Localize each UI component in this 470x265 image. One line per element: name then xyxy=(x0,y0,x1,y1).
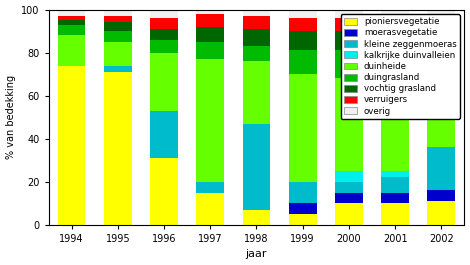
Bar xyxy=(104,16,132,23)
Bar xyxy=(243,10,270,16)
Bar xyxy=(381,48,409,78)
Bar xyxy=(428,42,455,72)
Bar xyxy=(381,78,409,171)
Bar xyxy=(428,201,455,225)
Bar xyxy=(428,147,455,191)
Bar xyxy=(150,40,178,53)
Bar xyxy=(196,182,224,193)
Bar xyxy=(335,50,363,78)
Bar xyxy=(381,203,409,225)
Bar xyxy=(335,182,363,193)
Bar xyxy=(150,158,178,225)
Legend: pioniersvegetatie, moerasvegetatie, kleine zeggenmoeras, kalkrijke duinvalleien,: pioniersvegetatie, moerasvegetatie, klei… xyxy=(341,14,460,119)
Bar xyxy=(289,10,317,18)
Bar xyxy=(243,124,270,210)
Bar xyxy=(104,31,132,42)
Bar xyxy=(150,53,178,111)
Bar xyxy=(196,10,224,14)
Bar xyxy=(243,61,270,124)
Bar xyxy=(381,18,409,29)
Y-axis label: % van bedekking: % van bedekking xyxy=(6,75,16,159)
Bar xyxy=(150,29,178,40)
Bar xyxy=(381,10,409,18)
Bar xyxy=(381,171,409,178)
Bar xyxy=(335,18,363,31)
Bar xyxy=(196,27,224,42)
Bar xyxy=(58,20,86,25)
Bar xyxy=(243,16,270,29)
Bar xyxy=(243,46,270,61)
Bar xyxy=(289,182,317,203)
Bar xyxy=(196,42,224,59)
Bar xyxy=(104,23,132,31)
Bar xyxy=(381,178,409,193)
Bar xyxy=(428,27,455,42)
Bar xyxy=(381,29,409,48)
Bar xyxy=(428,72,455,147)
Bar xyxy=(58,36,86,65)
Bar xyxy=(335,31,363,50)
Bar xyxy=(335,78,363,171)
Bar xyxy=(58,25,86,36)
X-axis label: jaar: jaar xyxy=(246,249,267,259)
Bar xyxy=(104,42,132,65)
Bar xyxy=(289,74,317,182)
Bar xyxy=(150,111,178,158)
Bar xyxy=(428,10,455,16)
Bar xyxy=(243,210,270,225)
Bar xyxy=(104,72,132,225)
Bar xyxy=(335,193,363,203)
Bar xyxy=(335,171,363,182)
Bar xyxy=(196,14,224,27)
Bar xyxy=(58,10,86,16)
Bar xyxy=(243,29,270,46)
Bar xyxy=(150,18,178,29)
Bar xyxy=(428,16,455,27)
Bar xyxy=(196,193,224,225)
Bar xyxy=(289,214,317,225)
Bar xyxy=(428,191,455,201)
Bar xyxy=(58,65,86,225)
Bar xyxy=(335,10,363,18)
Bar xyxy=(150,10,178,18)
Bar xyxy=(289,203,317,214)
Bar xyxy=(58,16,86,20)
Bar xyxy=(335,203,363,225)
Bar xyxy=(104,65,132,72)
Bar xyxy=(381,193,409,203)
Bar xyxy=(196,59,224,182)
Bar xyxy=(289,18,317,31)
Bar xyxy=(104,10,132,16)
Bar xyxy=(289,31,317,50)
Bar xyxy=(289,50,317,74)
